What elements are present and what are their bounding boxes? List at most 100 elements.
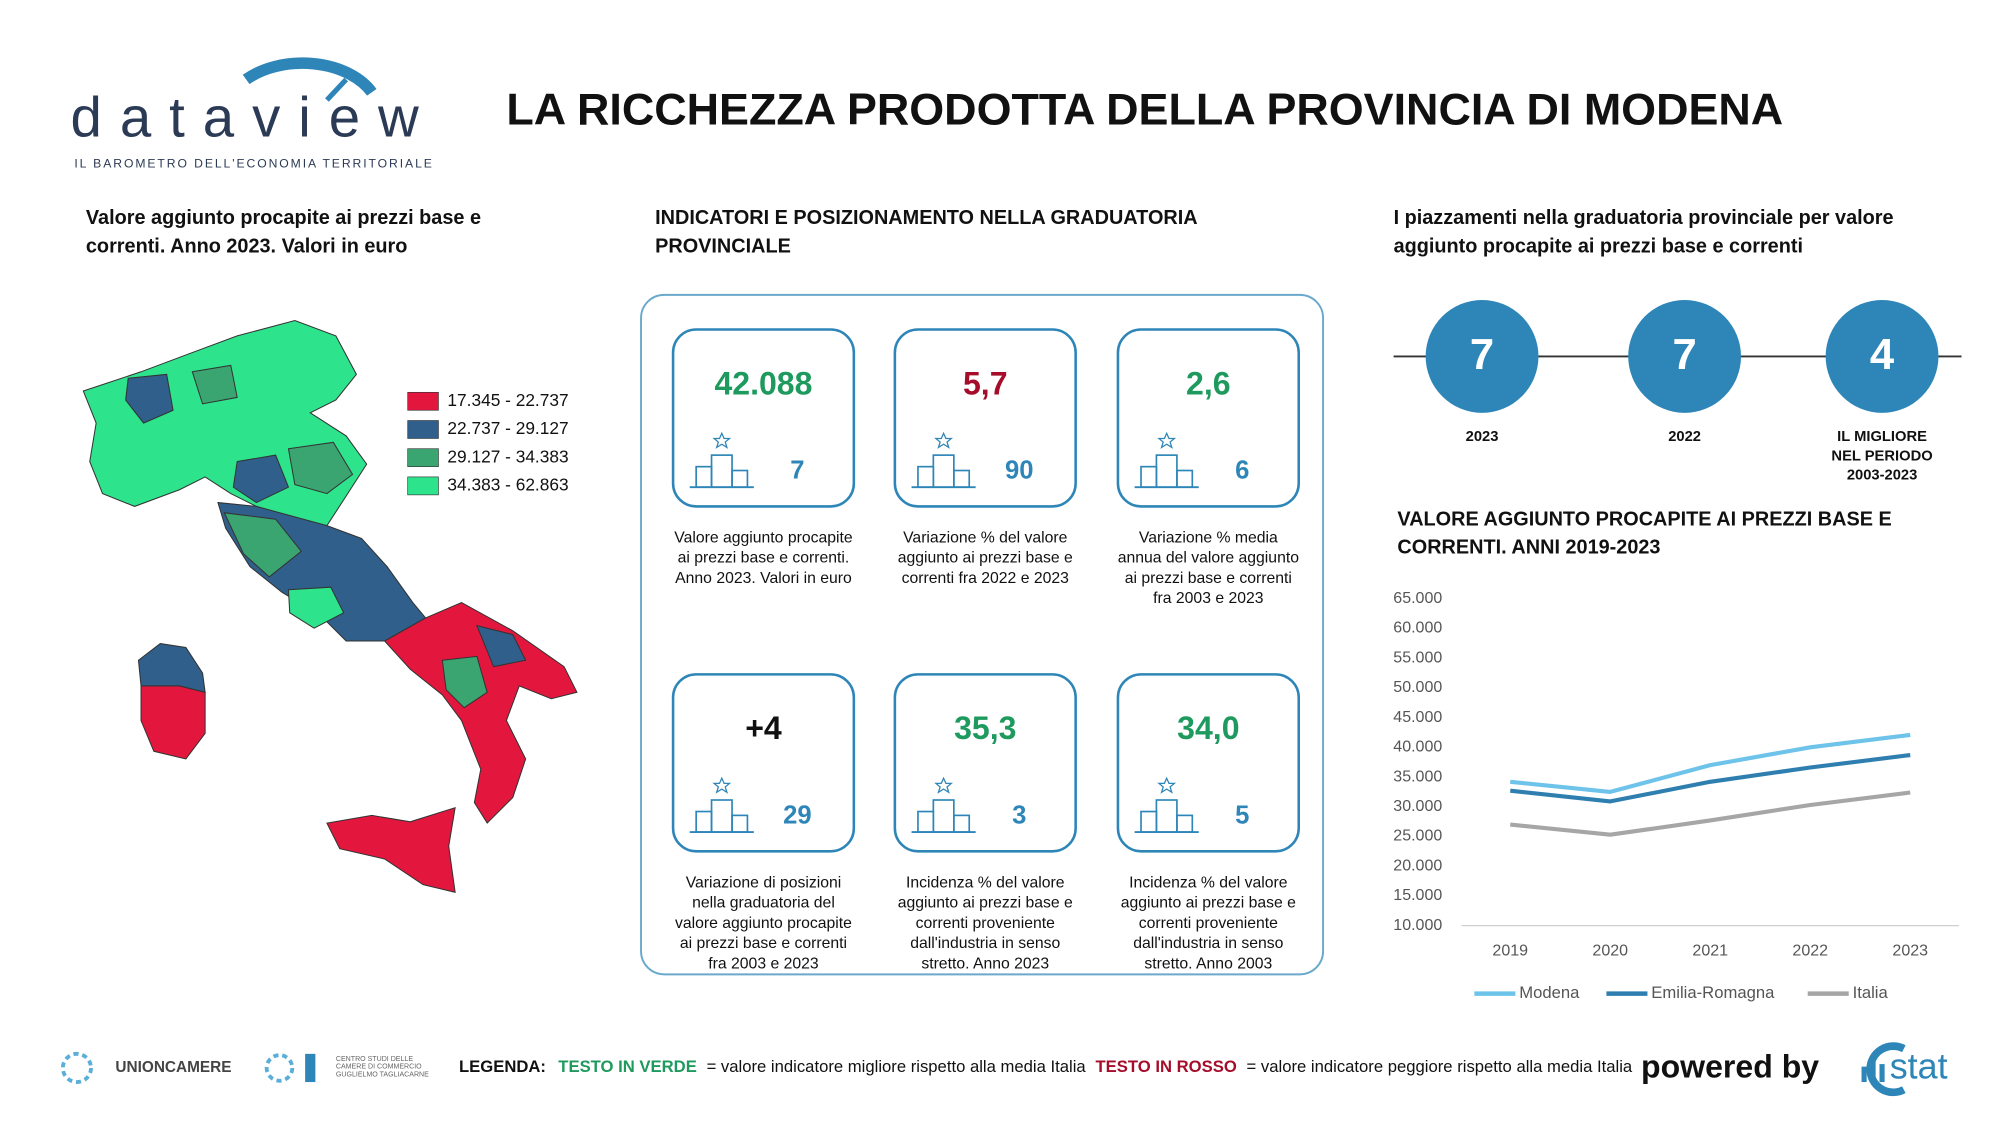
y-tick-label: 50.000 — [1393, 678, 1442, 696]
brand: stat — [1890, 1047, 1948, 1087]
indicator-description-line: nella graduatoria del — [692, 895, 835, 912]
legend-green-desc: = valore indicatore migliore rispetto al… — [707, 1057, 1087, 1076]
indicator-value: +4 — [745, 710, 782, 746]
indicator-description-line: Variazione di posizioni — [686, 874, 842, 891]
ranking-circle — [1628, 300, 1742, 413]
ranking-label-line: 2023 — [1466, 429, 1499, 445]
legend-red-desc: = valore indicatore peggiore rispetto al… — [1247, 1057, 1633, 1076]
ranking-label: 2023 — [1466, 429, 1499, 445]
tagliacarne-text-line: CAMERE DI COMMERCIO — [336, 1064, 422, 1071]
indicator-description-line: Variazione % del valore — [903, 530, 1068, 547]
x-tick-label: 2019 — [1492, 942, 1528, 960]
indicator-value: 5,7 — [963, 365, 1008, 401]
map — [82, 319, 578, 893]
indicators-title-line: INDICATORI E POSIZIONAMENTO NELLA GRADUA… — [655, 207, 1197, 229]
tagliacarne-text-line: GUGLIELMO TAGLIACARNE — [336, 1071, 429, 1078]
indicator-rank: 5 — [1235, 801, 1249, 829]
chart-title-line: CORRENTI. ANNI 2019-2023 — [1397, 537, 1660, 559]
indicator-rank: 3 — [1012, 801, 1026, 829]
y-tick-label: 55.000 — [1393, 648, 1442, 666]
indicators-box — [640, 293, 1325, 976]
indicator-description-line: fra 2003 e 2023 — [708, 956, 819, 973]
map-province — [287, 441, 354, 495]
ranking-label-line: IL MIGLIORE — [1837, 429, 1927, 445]
ranking-value: 4 — [1870, 331, 1894, 379]
map-legend-swatch — [407, 476, 439, 496]
map-title: Valore aggiunto procapite ai prezzi base… — [86, 207, 481, 257]
indicator-card — [893, 673, 1077, 853]
ranking-title: I piazzamenti nella graduatoria provinci… — [1394, 207, 1894, 257]
map-province — [232, 454, 290, 504]
map-legend-swatch — [407, 391, 439, 411]
indicator-description-line: dall'industria in senso — [910, 935, 1060, 952]
y-tick-label: 25.000 — [1393, 827, 1442, 845]
ranking-label-line: NEL PERIODO — [1831, 448, 1932, 464]
indicator-rank: 29 — [783, 801, 812, 829]
ranking-value: 7 — [1672, 331, 1696, 379]
tagliacarne-mark — [305, 1053, 316, 1083]
map-legend-swatch — [407, 420, 439, 439]
indicator-value: 42.088 — [714, 365, 812, 401]
indicator-description: Incidenza % del valore aggiunto ai prezzi… — [898, 874, 1073, 972]
map-legend-swatch — [407, 448, 439, 467]
indicator-card — [1116, 673, 1301, 853]
indicator-description-line: stretto. Anno 2023 — [921, 956, 1049, 973]
legend-label: Emilia-Romagna — [1651, 983, 1775, 1002]
map-legend-label: 34.383 - 62.863 — [447, 474, 568, 494]
indicator-card — [671, 673, 856, 853]
logo-arc — [242, 57, 377, 96]
indicator-description-line: correnti fra 2022 e 2023 — [902, 570, 1069, 587]
powered-by: powered by — [1641, 1049, 1819, 1085]
stat-logo — [1866, 1042, 1906, 1097]
indicators-title-line: PROVINCIALE — [655, 236, 791, 258]
indicator-description-line: Incidenza % del valore — [1129, 874, 1288, 891]
legend-green: TESTO IN VERDE — [558, 1057, 697, 1076]
indicator-card — [671, 328, 856, 508]
indicator-description-line: Incidenza % del valore — [906, 874, 1065, 891]
indicator-description-line: correnti proveniente — [1139, 915, 1278, 932]
y-tick-label: 45.000 — [1393, 708, 1442, 726]
ranking-label: IL MIGLIORE NEL PERIODO 2003-2023 — [1831, 429, 1932, 483]
unioncamere-logo — [60, 1051, 93, 1084]
ranking-title-line: I piazzamenti nella graduatoria provinci… — [1394, 207, 1894, 229]
ranking-circle — [1825, 300, 1939, 413]
indicator-value: 2,6 — [1186, 365, 1231, 401]
page-title: LA RICCHEZZA PRODOTTA DELLA PROVINCIA DI… — [506, 84, 1783, 135]
indicators-title: INDICATORI E POSIZIONAMENTO NELLA GRADUA… — [655, 207, 1197, 257]
chart-title: VALORE AGGIUNTO PROCAPITE AI PREZZI BASE… — [1397, 509, 1891, 559]
tagliacarne-text: CENTRO STUDI DELLE CAMERE DI COMMERCIO GUG… — [336, 1056, 429, 1078]
indicator-description-line: Valore aggiunto procapite — [674, 530, 853, 547]
map-province — [223, 512, 303, 578]
indicator-description-line: fra 2003 e 2023 — [1153, 590, 1264, 607]
map-province — [287, 586, 345, 629]
y-tick-label: 60.000 — [1393, 619, 1442, 637]
map-sardinia-north — [137, 643, 206, 693]
x-tick-label: 2022 — [1792, 942, 1828, 960]
y-tick-label: 40.000 — [1393, 738, 1442, 756]
ranking-circle — [1425, 300, 1539, 413]
indicator-rank: 6 — [1235, 457, 1249, 485]
y-tick-label: 15.000 — [1393, 886, 1442, 904]
indicator-description-line: annua del valore aggiunto — [1118, 550, 1300, 567]
ranking-label: 2022 — [1668, 429, 1701, 445]
indicator-description: Valore aggiunto procapite ai prezzi base … — [674, 530, 853, 588]
y-tick-label: 35.000 — [1393, 767, 1442, 785]
footer-legend: LEGENDA: TESTO IN VERDE = valore indicat… — [459, 1057, 1633, 1076]
map-north — [82, 319, 368, 527]
ranking-value: 7 — [1470, 331, 1494, 379]
indicator-description: Variazione % del valore aggiunto ai prezz… — [898, 530, 1073, 588]
tagliacarne-logo — [264, 1053, 295, 1083]
indicator-rank: 90 — [1005, 457, 1034, 485]
series-line — [1510, 753, 1911, 804]
logo-tagline: IL BAROMETRO DELL'ECONOMIA TERRITORIALE — [74, 156, 433, 170]
indicator-value: 35,3 — [954, 710, 1016, 746]
legend-label: LEGENDA: — [459, 1057, 546, 1076]
indicator-card — [1116, 328, 1301, 508]
indicator-description-line: aggiunto ai prezzi base e — [1121, 895, 1296, 912]
map-title-line: correnti. Anno 2023. Valori in euro — [86, 236, 408, 258]
logo-needle — [325, 77, 349, 102]
tagliacarne-text-line: CENTRO STUDI DELLE — [336, 1056, 413, 1063]
indicator-description: Variazione di posizioni nella graduatoria… — [675, 874, 852, 972]
